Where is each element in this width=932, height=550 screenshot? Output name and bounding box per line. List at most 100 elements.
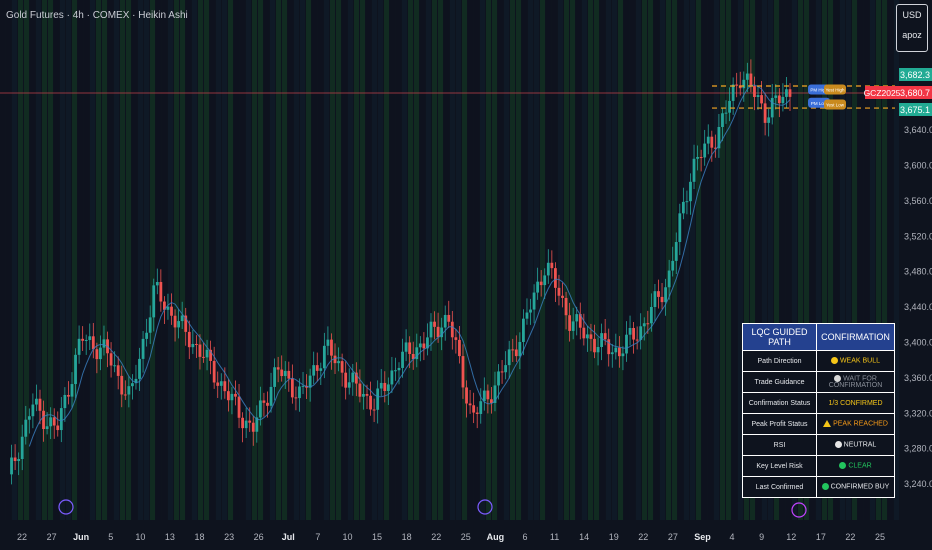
- candle-body: [710, 136, 714, 148]
- chart-title: Gold Futures · 4h · COMEX · Heikin Ashi: [6, 10, 188, 21]
- candle-body: [344, 372, 348, 388]
- candle-body: [632, 327, 635, 340]
- candle-body: [465, 387, 468, 404]
- session-band: [564, 0, 569, 520]
- session-band: [312, 0, 317, 520]
- session-band: [894, 0, 899, 520]
- candle-body: [454, 337, 458, 340]
- candle-body: [664, 287, 667, 303]
- session-band: [558, 0, 563, 520]
- candle-body: [767, 117, 771, 123]
- candle-body: [411, 353, 415, 360]
- session-band: [618, 0, 623, 520]
- event-icons[interactable]: [58, 499, 807, 518]
- price-tag-label: 3,680.7: [900, 88, 930, 98]
- candle-body: [522, 318, 525, 342]
- session-band: [108, 0, 113, 520]
- currency-selector[interactable]: USD apoz: [896, 4, 928, 52]
- session-band: [714, 0, 719, 520]
- row-value: NEUTRAL: [843, 441, 877, 449]
- candle-body: [777, 95, 781, 104]
- event-icon[interactable]: [477, 499, 493, 515]
- session-band: [654, 0, 659, 520]
- row-value-cell: 1/3 CONFIRMED: [816, 392, 895, 414]
- row-value: PEAK REACHED: [833, 420, 888, 428]
- candle-body: [674, 242, 678, 261]
- time-axis[interactable]: 22 27 Jun 5 10 13 18 23 26 Jul 7 10 15 18 22 25 Aug 6 11 14…: [0, 522, 932, 550]
- candle-body: [369, 395, 372, 410]
- candle-body: [525, 312, 529, 319]
- candle-body: [564, 297, 568, 316]
- candle-body: [180, 315, 184, 322]
- candle-body: [163, 301, 166, 310]
- session-band: [696, 0, 701, 520]
- candle-body: [88, 336, 92, 341]
- candle-body: [728, 100, 731, 113]
- session-band: [228, 0, 233, 520]
- candle-body: [347, 382, 351, 388]
- candle-body: [376, 388, 380, 410]
- event-icon[interactable]: [791, 502, 807, 518]
- price-axis[interactable]: 3,240.0 3,280.0 3,320.0 3,360.0 3,400.0 3,440…: [904, 125, 932, 489]
- candle-body: [17, 459, 21, 462]
- candle-body: [294, 397, 298, 399]
- table-row: Path Direction WEAK BULL: [742, 350, 895, 372]
- event-icon[interactable]: [58, 499, 74, 515]
- candle-body: [440, 327, 444, 338]
- currency-label: USD: [902, 10, 922, 20]
- session-band: [366, 0, 371, 520]
- row-label: Trade Guidance: [742, 371, 817, 393]
- candle-body: [173, 315, 177, 328]
- candle-body: [198, 344, 202, 357]
- candle-body: [145, 332, 149, 339]
- candle-body: [639, 326, 643, 340]
- session-band: [840, 0, 845, 520]
- candle-body: [116, 365, 120, 376]
- candle-body: [202, 356, 205, 358]
- candle-body: [593, 338, 596, 353]
- candle-body: [45, 426, 49, 430]
- session-band: [468, 0, 473, 520]
- session-band: [786, 0, 791, 520]
- candle-body: [322, 345, 326, 369]
- candle-body: [401, 351, 404, 368]
- candle-body: [127, 386, 131, 395]
- session-band: [816, 0, 821, 520]
- session-band: [36, 0, 41, 520]
- row-value-cell: CONFIRMED BUY: [816, 476, 895, 498]
- session-band: [516, 0, 521, 520]
- candle-body: [379, 382, 383, 389]
- candle-body: [84, 340, 88, 342]
- row-label: Key Level Risk: [742, 455, 817, 477]
- candle-body: [131, 383, 134, 387]
- session-band: [426, 0, 431, 520]
- candle-body: [667, 270, 671, 288]
- candle-body: [557, 287, 561, 296]
- x-tick-label: 6: [522, 532, 527, 542]
- candle-body: [337, 361, 340, 364]
- session-band: [54, 0, 59, 520]
- session-band: [342, 0, 347, 520]
- candle-body: [386, 384, 390, 391]
- candle-body: [372, 409, 376, 411]
- x-tick-label: 22: [638, 532, 648, 542]
- session-band: [174, 0, 179, 520]
- session-band: [72, 0, 77, 520]
- candle-body: [660, 296, 664, 303]
- session-band: [594, 0, 599, 520]
- candle-body: [95, 349, 99, 360]
- session-band: [12, 0, 17, 520]
- candle-body: [59, 408, 63, 431]
- row-value-cell: NEUTRAL: [816, 434, 895, 456]
- session-band: [762, 0, 767, 520]
- session-band: [408, 0, 413, 520]
- candle-body: [326, 339, 330, 346]
- warning-icon: [823, 420, 832, 428]
- x-tick-label: 25: [875, 532, 885, 542]
- candle-body: [561, 295, 564, 298]
- level-tag: [824, 84, 846, 95]
- candle-body: [742, 79, 746, 89]
- candle-body: [653, 291, 657, 307]
- price-labels: 3,682.3 3,680.7 3,675.1 GCZ2025: [864, 68, 932, 116]
